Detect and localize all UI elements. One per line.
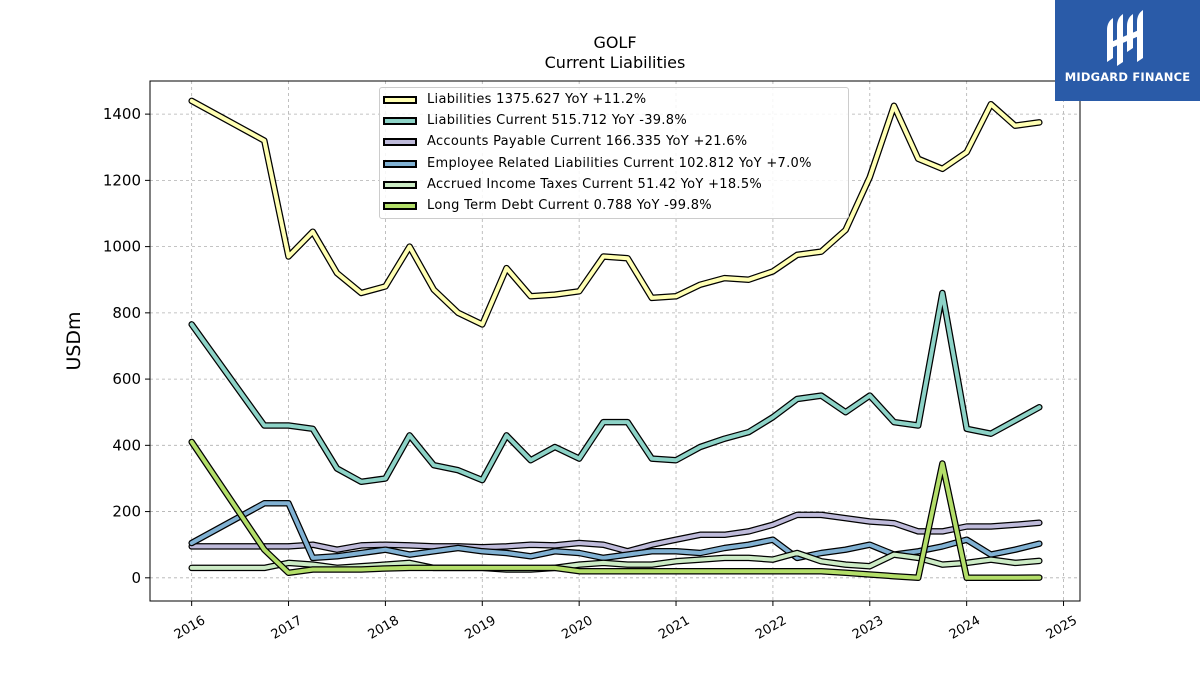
y-tick-label: 400 xyxy=(112,436,141,454)
legend-item: Employee Related Liabilities Current 102… xyxy=(380,155,850,175)
legend-item: Liabilities Current 515.712 YoY -39.8% xyxy=(380,112,850,132)
series-line xyxy=(189,440,1042,580)
y-tick-label: 800 xyxy=(112,304,141,322)
series-line xyxy=(189,551,1042,572)
legend-item: Accrued Income Taxes Current 51.42 YoY +… xyxy=(380,176,850,196)
series-2 xyxy=(188,511,1043,555)
y-axis-ticks: 0 200 400 600 800 1000 1200 1400 xyxy=(103,105,150,587)
legend-label: Liabilities 1375.627 YoY +11.2% xyxy=(427,92,647,107)
series-3 xyxy=(188,500,1043,562)
legend-item: Accounts Payable Current 166.335 YoY +21… xyxy=(380,133,850,153)
x-tick-label: 2023 xyxy=(850,613,886,643)
legend-swatch xyxy=(383,202,417,210)
y-axis-label: USDm xyxy=(63,311,85,370)
series-line xyxy=(189,98,1042,327)
legend-swatch xyxy=(383,138,417,147)
legend-swatch xyxy=(383,96,417,104)
x-tick-label: 2018 xyxy=(366,613,402,643)
legend-label: Liabilities Current 515.712 YoY -39.8% xyxy=(427,113,687,129)
x-tick-label: 2025 xyxy=(1044,613,1080,643)
legend-label: Accrued Income Taxes Current 51.42 YoY +… xyxy=(427,176,763,192)
x-tick-label: 2017 xyxy=(269,613,305,643)
legend-label: Accounts Payable Current 166.335 YoY +21… xyxy=(427,134,748,150)
x-tick-label: 2019 xyxy=(462,613,498,643)
y-tick-label: 1400 xyxy=(103,105,141,123)
y-tick-label: 200 xyxy=(112,503,141,521)
series-5 xyxy=(188,438,1043,582)
legend-label: Long Term Debt Current 0.788 YoY -99.8% xyxy=(427,198,712,213)
series-lines xyxy=(188,97,1043,582)
series-line xyxy=(189,501,1042,560)
legend-item: Liabilities 1375.627 YoY +11.2% xyxy=(380,91,850,111)
x-tick-label: 2020 xyxy=(559,613,595,643)
brand-logo-icon xyxy=(1107,10,1143,66)
x-tick-label: 2021 xyxy=(656,613,692,643)
legend-swatch xyxy=(383,159,417,168)
series-line xyxy=(189,291,1042,484)
x-tick-label: 2024 xyxy=(947,613,983,643)
brand-name: MIDGARD FINANCE xyxy=(1064,70,1191,84)
legend-item: Long Term Debt Current 0.788 YoY -99.8% xyxy=(380,197,850,217)
x-tick-label: 2022 xyxy=(753,613,789,643)
x-axis-ticks: 2016 2017 2018 2019 2020 2021 2022 2023 2024 2025 xyxy=(172,601,1080,643)
series-1 xyxy=(188,289,1043,486)
brand-logo: MIDGARD FINANCE xyxy=(1055,0,1200,101)
legend: Liabilities 1375.627 YoY +11.2% Liabiliti… xyxy=(379,87,849,219)
chart-title: GOLF xyxy=(593,33,637,52)
chart-subtitle: Current Liabilities xyxy=(544,53,686,72)
y-tick-label: 0 xyxy=(131,569,141,587)
legend-swatch xyxy=(383,180,417,189)
y-tick-label: 600 xyxy=(112,370,141,388)
legend-swatch xyxy=(383,117,417,126)
series-line xyxy=(189,512,1042,554)
x-tick-label: 2016 xyxy=(172,613,208,643)
y-tick-label: 1000 xyxy=(103,238,141,256)
series-4 xyxy=(188,549,1043,573)
series-line-outline xyxy=(188,289,1043,486)
y-tick-label: 1200 xyxy=(103,171,141,189)
legend-label: Employee Related Liabilities Current 102… xyxy=(427,155,812,171)
plot-frame xyxy=(149,80,1081,602)
series-0 xyxy=(188,97,1043,328)
